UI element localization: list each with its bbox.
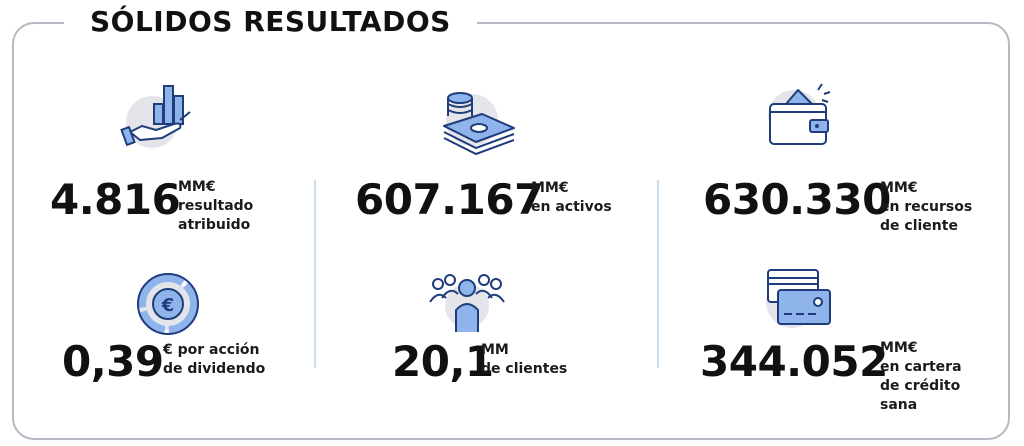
dividendo-line-1: € por acción [163, 342, 260, 358]
clientes-unit: MM [481, 342, 509, 358]
recursos-caption: MM€ en recursos de cliente [880, 179, 972, 236]
hand-growth-chart-icon [120, 85, 191, 148]
resultado-line-1: resultado [178, 198, 254, 214]
credit-cards-icon [766, 269, 831, 328]
people-group-icon [429, 274, 505, 332]
activos-caption: MM€ en activos [531, 179, 612, 217]
dividendo-caption: € por acción de dividendo [163, 341, 265, 379]
clientes-caption: MM de clientes [481, 341, 567, 379]
activos-value: 607.167 [355, 175, 543, 224]
money-stack-icon [443, 92, 515, 156]
cartera-unit: MM€ [880, 340, 918, 356]
recursos-line-1: en recursos [880, 199, 973, 215]
clientes-value: 20,1 [392, 337, 494, 386]
cartera-line-2: de crédito [880, 378, 961, 394]
activos-unit: MM€ [531, 180, 569, 196]
cartera-value: 344.052 [700, 337, 888, 386]
cartera-line-3: sana [880, 397, 918, 413]
wallet-icon [768, 83, 831, 145]
clientes-line-1: de clientes [481, 361, 568, 377]
recursos-line-2: de cliente [880, 218, 958, 234]
recursos-value: 630.330 [703, 175, 891, 224]
euro-pie-chart-icon: € [137, 273, 199, 335]
cartera-line-1: en cartera [880, 359, 962, 375]
activos-line-1: en activos [531, 199, 612, 215]
resultado-line-2: atribuido [178, 217, 251, 233]
cartera-caption: MM€ en cartera de crédito sana [880, 339, 962, 415]
recursos-unit: MM€ [880, 180, 918, 196]
dividendo-line-2: de dividendo [163, 361, 266, 377]
dividendo-value: 0,39 [62, 337, 164, 386]
resultado-value: 4.816 [50, 175, 181, 224]
svg-text:€: € [161, 295, 175, 316]
resultado-caption: MM€ resultado atribuido [178, 178, 253, 235]
column-divider-left [314, 180, 316, 368]
section-title: SÓLIDOS RESULTADOS [64, 2, 477, 42]
resultado-unit: MM€ [178, 179, 216, 195]
column-divider-right [657, 180, 659, 368]
panel-frame [12, 22, 1010, 440]
